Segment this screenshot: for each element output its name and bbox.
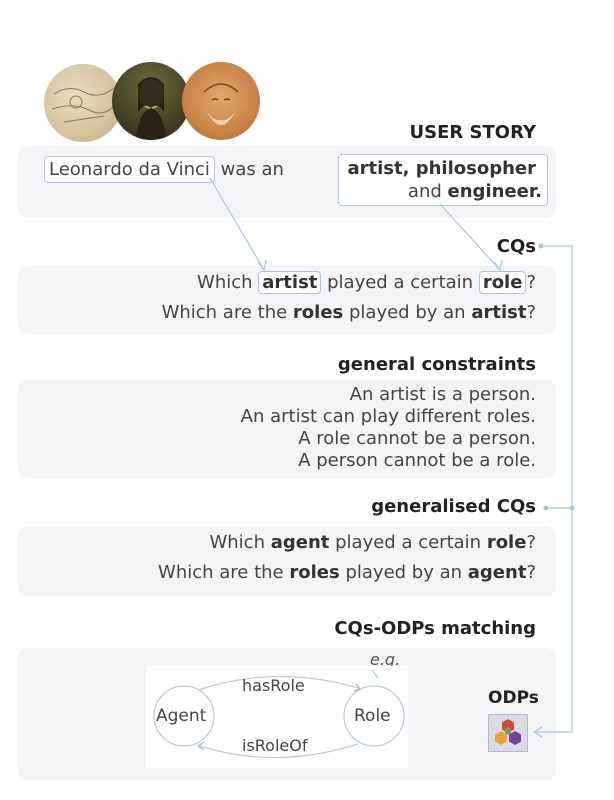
sketch-portrait (44, 64, 122, 142)
cq1-end: ? (526, 272, 536, 293)
cq1-which: Which (197, 272, 253, 293)
cqs-heading: CQs (496, 236, 536, 257)
odp-hexagons-icon (495, 719, 521, 745)
gcq1-mid: played a certain (335, 532, 482, 553)
gcq1-end: ? (526, 532, 536, 553)
has-role-edge (197, 675, 359, 691)
mona-lisa-portrait (112, 62, 190, 140)
odps-label: ODPs (488, 688, 539, 708)
cq2-pre: Which are the (161, 302, 288, 323)
roles-and: and (407, 181, 442, 202)
cq-line2: Which are the roles played by an artist? (162, 302, 536, 323)
gcq1-role: role (486, 532, 527, 553)
cq2-mid: played by an (349, 302, 466, 323)
agent-label: Agent (156, 706, 207, 726)
user-story-heading: USER STORY (409, 122, 536, 143)
gcq2-agent: agent (467, 562, 527, 583)
roles-artist-philosopher: artist, philosopher (347, 158, 537, 179)
constraint-4: A person cannot be a role. (298, 450, 536, 471)
cq1-artist: artist (258, 271, 322, 294)
cq1-mid: played a certain (327, 272, 474, 293)
gcq2-roles: roles (289, 562, 340, 583)
is-role-of-edge (199, 743, 359, 759)
gcq-line2: Which are the roles played by an agent? (158, 562, 536, 583)
has-role-label: hasRole (242, 676, 305, 695)
constraints-panel (18, 380, 556, 478)
cq2-end: ? (526, 302, 536, 323)
cq2-roles: roles (292, 302, 344, 323)
gcq2-pre: Which are the (158, 562, 284, 583)
is-role-of-arrow-icon (196, 741, 205, 751)
generalised-heading: generalised CQs (371, 496, 536, 517)
constraints-heading: general constraints (337, 354, 536, 375)
role-label: Role (354, 706, 391, 726)
cq-line1: Which artist played a certain role? (197, 271, 536, 294)
gcq1-which: Which (209, 532, 265, 553)
self-portrait (182, 62, 260, 140)
matching-heading: CQs-ODPs matching (334, 618, 536, 639)
constraint-3: A role cannot be a person. (298, 428, 536, 449)
gcq-line1: Which agent played a certain role? (209, 532, 536, 553)
role-node (343, 685, 405, 747)
gcq2-end: ? (526, 562, 536, 583)
constraint-1: An artist is a person. (349, 384, 536, 405)
entity-leonardo: Leonardo da Vinci (44, 156, 215, 183)
odp-diagram-card: hasRole Agent Role isRoleOf (146, 666, 408, 768)
eg-label: e.g. (370, 650, 401, 669)
has-role-arrow-icon (353, 683, 362, 692)
agent-node (153, 685, 215, 747)
mona-lisa-icon (136, 77, 166, 140)
leonardo-face-icon (203, 83, 239, 125)
cq2-artist: artist (471, 302, 527, 323)
cqs-dot (538, 243, 544, 249)
gcq1-agent: agent (270, 532, 330, 553)
user-story-was-an: was an (220, 159, 284, 180)
generalised-panel (18, 526, 556, 596)
roles-line1: artist, philosopher (348, 158, 537, 179)
user-story-line1: Leonardo da Vinci was an (44, 156, 284, 183)
generalised-dot (543, 505, 549, 511)
odp-icon-frame (488, 714, 528, 752)
cq1-role: role (478, 271, 527, 294)
odp-diagram (153, 675, 405, 759)
is-role-of-label: isRoleOf (242, 736, 308, 755)
constraint-2: An artist can play different roles. (240, 406, 536, 427)
roles-engineer: engineer. (447, 181, 542, 202)
gcq2-mid: played by an (345, 562, 463, 583)
roles-line2: and engineer. (408, 181, 542, 202)
junction-dot (569, 505, 575, 511)
sketch-lines-icon (51, 87, 117, 123)
